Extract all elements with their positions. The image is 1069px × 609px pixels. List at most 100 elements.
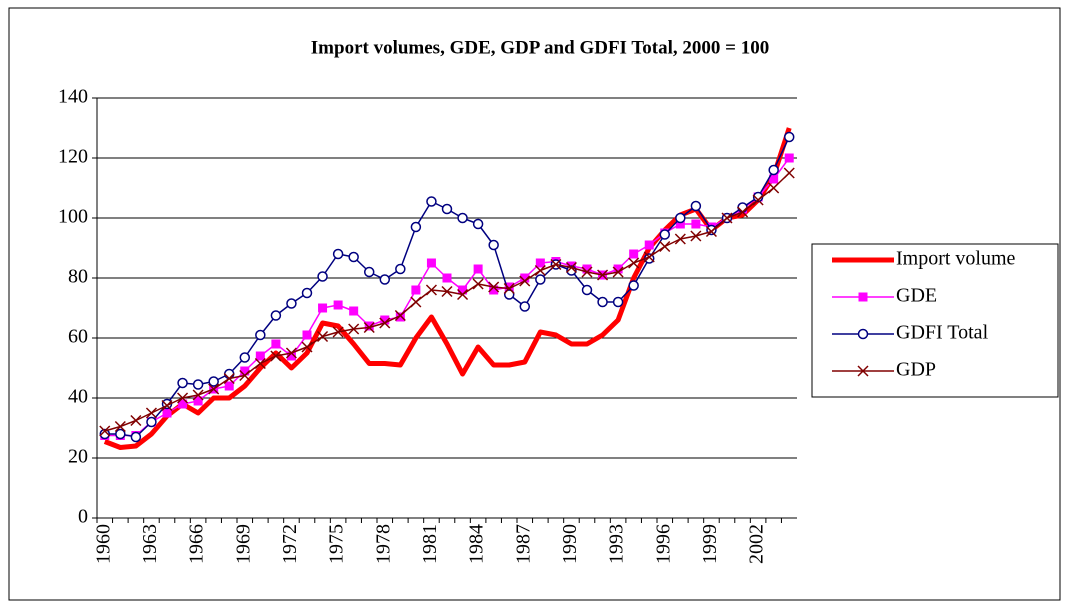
- marker-x: [565, 261, 577, 274]
- marker-circle: [737, 202, 748, 213]
- marker-square: [178, 399, 188, 409]
- marker-x: [301, 341, 313, 353]
- marker-square: [224, 381, 234, 391]
- y-tick-label: 80: [68, 266, 88, 288]
- marker-circle: [783, 131, 795, 143]
- marker-circle: [659, 229, 671, 240]
- marker-x: [379, 317, 391, 329]
- legend-label: Import volume: [896, 248, 1016, 270]
- marker-x: [317, 330, 329, 343]
- marker-x: [145, 407, 157, 419]
- marker-square: [193, 396, 203, 406]
- marker-x: [705, 225, 717, 238]
- x-tick-label: 1999: [699, 524, 721, 564]
- marker-circle: [363, 266, 375, 278]
- marker-x: [239, 369, 251, 382]
- marker-circle: [472, 218, 484, 230]
- x-tick-label: 1966: [186, 524, 208, 564]
- marker-circle: [177, 377, 188, 389]
- marker-square: [442, 273, 452, 283]
- marker-circle: [581, 284, 593, 296]
- marker-circle: [612, 296, 624, 308]
- marker-square: [520, 273, 530, 283]
- marker-square: [302, 330, 312, 340]
- marker-circle: [768, 164, 779, 176]
- x-tick-label: 1981: [419, 524, 441, 564]
- marker-circle: [441, 203, 453, 215]
- marker-circle: [99, 428, 111, 440]
- x-tick-label: 1963: [139, 524, 161, 564]
- marker-circle: [488, 239, 499, 251]
- marker-square: [784, 153, 794, 163]
- legend-label: GDP: [896, 359, 936, 381]
- marker-x: [550, 258, 562, 271]
- marker-square: [489, 285, 499, 295]
- marker-x: [503, 282, 515, 295]
- marker-x: [737, 206, 749, 218]
- y-tick-label: 120: [58, 146, 88, 168]
- x-tick-label: 1972: [279, 524, 301, 564]
- marker-x: [690, 230, 702, 242]
- marker-x: [285, 347, 297, 359]
- marker-x: [534, 264, 546, 277]
- marker-x: [348, 323, 360, 335]
- marker-square: [473, 264, 483, 274]
- marker-x: [597, 269, 609, 281]
- marker-x: [488, 281, 500, 293]
- x-tick-label: 1984: [466, 524, 488, 564]
- marker-square: [691, 219, 701, 229]
- marker-square: [504, 282, 514, 292]
- y-tick-label: 20: [68, 446, 88, 468]
- marker-x: [628, 257, 640, 269]
- y-tick-label: 100: [58, 206, 88, 228]
- marker-circle: [395, 263, 406, 275]
- marker-circle: [192, 379, 204, 390]
- marker-square: [255, 351, 265, 361]
- marker-square: [426, 258, 436, 268]
- marker-x: [130, 414, 142, 427]
- marker-circle: [348, 251, 359, 263]
- marker-x: [457, 288, 469, 301]
- marker-circle: [675, 212, 686, 224]
- marker-x: [519, 275, 531, 287]
- marker-circle: [270, 310, 282, 321]
- marker-x: [581, 266, 593, 278]
- y-tick-label: 60: [68, 326, 88, 348]
- marker-square: [286, 351, 296, 361]
- x-tick-label: 2002: [746, 524, 768, 564]
- marker-x: [410, 296, 422, 308]
- marker-x: [270, 350, 282, 362]
- marker-square: [858, 292, 868, 302]
- legend-label: GDFI Total: [896, 322, 989, 344]
- marker-square: [364, 321, 374, 331]
- x-tick-label: 1969: [232, 524, 254, 564]
- y-tick-label: 140: [58, 86, 88, 108]
- marker-x: [363, 321, 375, 334]
- marker-x: [192, 389, 204, 401]
- marker-x: [99, 425, 111, 437]
- marker-square: [411, 285, 421, 295]
- marker-square: [613, 264, 623, 274]
- marker-circle: [535, 274, 546, 285]
- marker-x: [425, 284, 437, 296]
- marker-circle: [628, 280, 639, 291]
- marker-square: [675, 219, 685, 229]
- x-tick-label: 1996: [652, 524, 674, 564]
- x-tick-label: 1975: [326, 524, 348, 564]
- marker-x: [472, 278, 484, 290]
- x-tick-label: 1993: [606, 524, 628, 564]
- marker-x: [161, 399, 173, 412]
- marker-square: [271, 339, 281, 349]
- marker-x: [768, 182, 780, 194]
- marker-square: [318, 303, 328, 313]
- marker-x: [643, 251, 655, 263]
- marker-circle: [130, 431, 142, 443]
- marker-x: [441, 285, 453, 298]
- marker-x: [674, 233, 686, 245]
- marker-x: [394, 309, 406, 322]
- marker-x: [114, 420, 126, 433]
- marker-circle: [410, 221, 422, 233]
- marker-x: [612, 266, 624, 278]
- marker-square: [769, 174, 779, 184]
